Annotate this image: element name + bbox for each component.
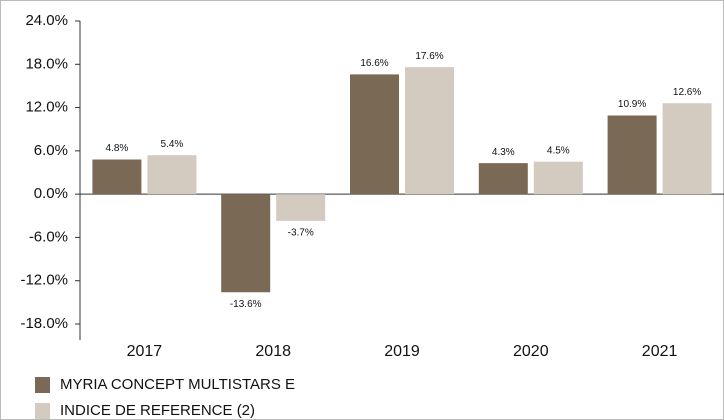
value-label: 4.3% (492, 147, 515, 158)
y-tick-label: -12.0% (20, 272, 68, 289)
value-label: 4.5% (547, 145, 570, 156)
legend-swatch (35, 403, 50, 419)
y-tick-label: 6.0% (34, 142, 68, 159)
bar (276, 194, 326, 221)
x-tick-label: 2019 (384, 343, 420, 360)
y-tick-label: -6.0% (29, 228, 68, 245)
bar (607, 115, 657, 195)
y-tick-label: 24.0% (25, 12, 68, 29)
bar (478, 163, 528, 195)
bar (350, 74, 399, 195)
legend-label: INDICE DE REFERENCE (2) (60, 402, 255, 419)
value-label: 4.8% (106, 143, 129, 154)
bar (662, 103, 712, 195)
y-tick-label: 12.0% (25, 99, 68, 116)
legend-label: MYRIA CONCEPT MULTISTARS E (60, 376, 295, 393)
x-tick-label: 2018 (255, 343, 291, 360)
y-tick-label: 0.0% (34, 185, 68, 202)
x-tick-label: 2021 (642, 343, 678, 360)
value-label: 16.6% (360, 58, 388, 69)
bar (405, 67, 454, 195)
bar (147, 155, 197, 195)
value-label: 12.6% (673, 87, 701, 98)
y-tick-label: -18.0% (20, 315, 68, 332)
bar (533, 161, 583, 195)
x-tick-label: 2017 (127, 343, 163, 360)
legend-swatch (35, 377, 50, 393)
value-label: 10.9% (618, 99, 646, 110)
value-label: 5.4% (161, 139, 184, 150)
x-tick-label: 2020 (513, 343, 549, 360)
value-label: 17.6% (415, 51, 443, 62)
y-tick-label: 18.0% (25, 55, 68, 72)
bar (92, 159, 142, 195)
bar (221, 194, 271, 293)
value-label: -3.7% (288, 227, 314, 238)
value-label: -13.6% (230, 299, 262, 310)
